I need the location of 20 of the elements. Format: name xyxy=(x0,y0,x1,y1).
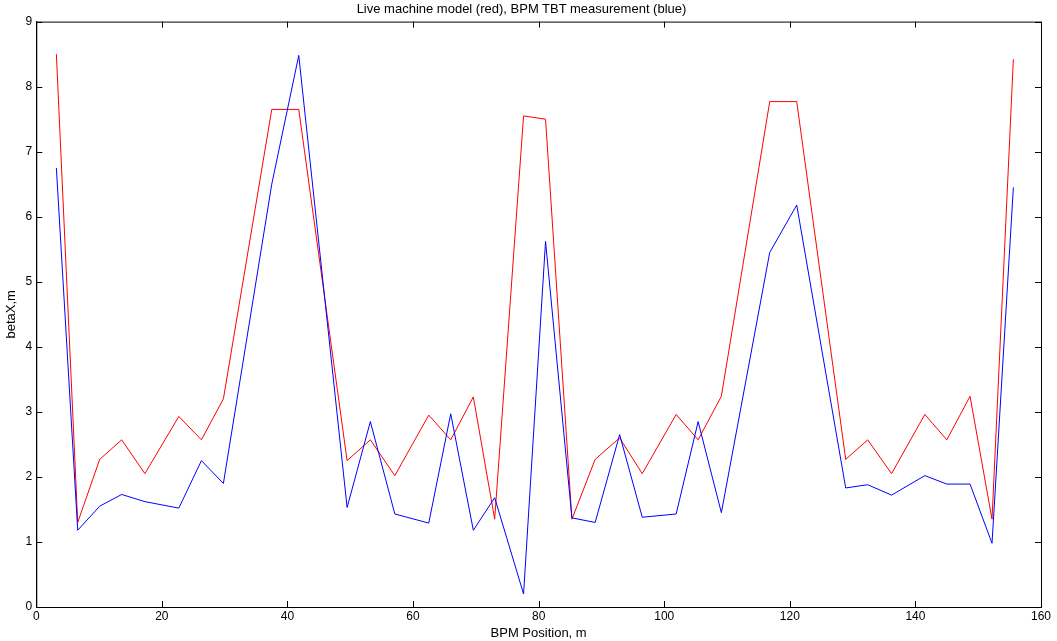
x-tick-label: 40 xyxy=(280,608,295,623)
y-tick-label: 4 xyxy=(25,339,33,354)
chart-title: Live machine model (red), BPM TBT measurement (blue) xyxy=(356,1,687,17)
x-tick-label: 60 xyxy=(406,608,421,623)
x-tick-label: 120 xyxy=(779,608,801,623)
x-tick-label: 20 xyxy=(155,608,169,623)
y-tick-label: 3 xyxy=(25,404,33,419)
x-tick-label: 140 xyxy=(905,608,926,623)
y-axis-title: betaX,m xyxy=(3,290,19,339)
y-tick-label: 7 xyxy=(25,144,33,158)
y-tick-label: 6 xyxy=(25,209,33,224)
y-tick-label: 5 xyxy=(25,274,33,289)
x-tick-label: 100 xyxy=(654,608,675,623)
x-tick-label: 160 xyxy=(1030,608,1052,623)
y-tick-label: 2 xyxy=(25,469,33,484)
x-tick-label: 80 xyxy=(531,608,546,623)
y-tick-label: 1 xyxy=(25,534,33,549)
y-tick-label: 9 xyxy=(25,13,33,28)
x-axis-title: BPM Position, m xyxy=(490,624,587,640)
y-tick-label: 8 xyxy=(25,78,33,93)
